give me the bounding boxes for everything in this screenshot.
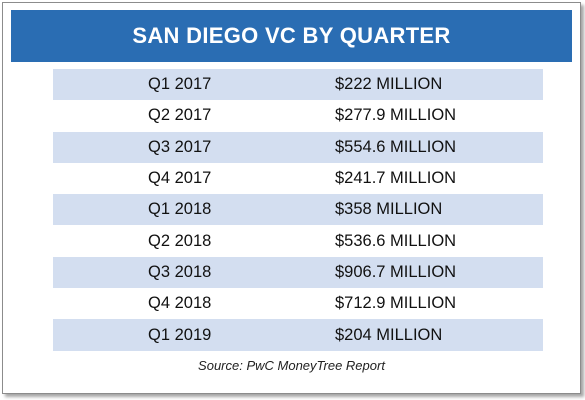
- quarter-cell: Q1 2019: [148, 325, 212, 344]
- quarter-cell: Q1 2018: [148, 200, 212, 219]
- quarter-cell: Q2 2017: [148, 106, 212, 125]
- amount-cell: $277.9 MILLION: [335, 106, 457, 125]
- quarter-cell: Q4 2017: [148, 169, 212, 188]
- amount-cell: $204 MILLION: [335, 325, 443, 344]
- quarter-cell: Q2 2018: [148, 231, 212, 250]
- quarter-cell: Q3 2017: [148, 137, 212, 156]
- amount-cell: $536.6 MILLION: [335, 231, 457, 250]
- amount-cell: $358 MILLION: [335, 200, 443, 219]
- quarter-cell: Q3 2018: [148, 262, 212, 281]
- table-row: Q4 2017 $241.7 MILLION: [53, 163, 543, 194]
- quarter-cell: Q1 2017: [148, 75, 212, 94]
- amount-cell: $241.7 MILLION: [335, 169, 457, 188]
- table-row: Q1 2017 $222 MILLION: [53, 69, 543, 101]
- amount-cell: $712.9 MILLION: [335, 294, 457, 313]
- quarter-cell: Q4 2018: [148, 294, 212, 313]
- table-row: Q1 2019 $204 MILLION: [53, 319, 543, 351]
- table-title: SAN DIEGO VC BY QUARTER: [132, 23, 451, 48]
- source-note: Source: PwC MoneyTree Report: [198, 358, 385, 373]
- table-row: Q4 2018 $712.9 MILLION: [53, 288, 543, 319]
- table-card: SAN DIEGO VC BY QUARTER Q1 2017 $222 MILL…: [2, 2, 581, 394]
- amount-cell: $222 MILLION: [335, 75, 443, 94]
- table-header-bar: SAN DIEGO VC BY QUARTER: [11, 10, 572, 62]
- table-row: Q2 2018 $536.6 MILLION: [53, 225, 543, 256]
- table-row: Q1 2018 $358 MILLION: [53, 194, 543, 226]
- table-row: Q2 2017 $277.9 MILLION: [53, 100, 543, 131]
- amount-cell: $554.6 MILLION: [335, 137, 457, 156]
- table-row: Q3 2018 $906.7 MILLION: [53, 256, 543, 289]
- amount-cell: $906.7 MILLION: [335, 262, 457, 281]
- vc-table: Q1 2017 $222 MILLION Q2 2017 $277.9 MILLION…: [53, 69, 543, 351]
- table-row: Q3 2017 $554.6 MILLION: [53, 131, 543, 163]
